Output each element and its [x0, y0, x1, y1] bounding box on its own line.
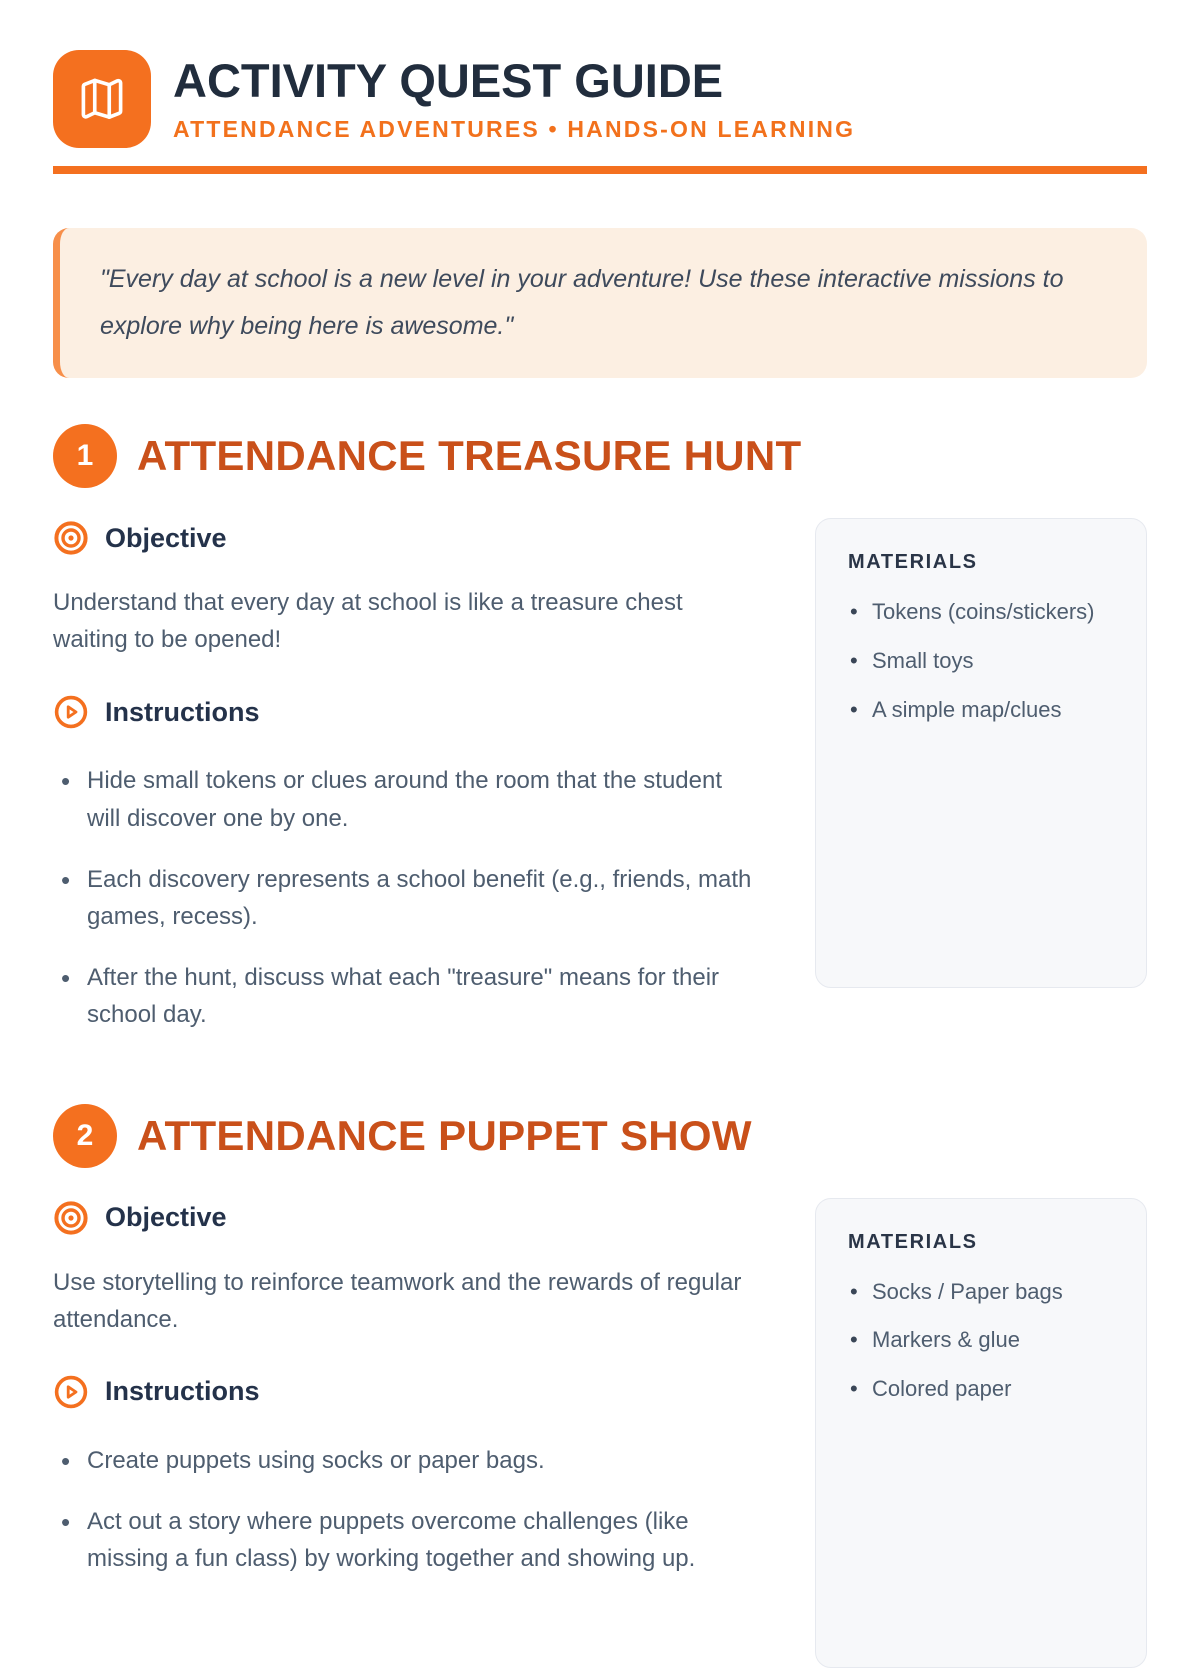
instructions-header: Instructions	[53, 692, 757, 732]
header-titles: ACTIVITY QUEST GUIDE ATTENDANCE ADVENTUR…	[173, 50, 855, 143]
material-item: Colored paper	[848, 1373, 1114, 1405]
materials-title: MATERIALS	[848, 551, 978, 573]
section-puppet-show: 2 ATTENDANCE PUPPET SHOW Objective Use s…	[53, 1103, 1147, 1668]
materials-card: MATERIALS Tokens (coins/stickers) Small …	[815, 518, 1147, 988]
material-item: Socks / Paper bags	[848, 1276, 1114, 1308]
materials-list: Socks / Paper bags Markers & glue Colore…	[848, 1276, 1114, 1406]
section-treasure-hunt: 1 ATTENDANCE TREASURE HUNT Objective Und…	[53, 424, 1147, 1058]
instructions-list: Create puppets using socks or paper bags…	[53, 1441, 757, 1578]
header: ACTIVITY QUEST GUIDE ATTENDANCE ADVENTUR…	[53, 50, 1147, 148]
instruction-item: After the hunt, discuss what each "treas…	[53, 958, 757, 1033]
instruction-item: Act out a story where puppets overcome c…	[53, 1502, 757, 1577]
quote-block: "Every day at school is a new level in y…	[53, 228, 1147, 378]
objective-text: Understand that every day at school is l…	[53, 589, 683, 654]
page-title: ACTIVITY QUEST GUIDE	[173, 54, 724, 107]
instructions-list: Hide small tokens or clues around the ro…	[53, 761, 757, 1033]
section-number-badge: 2	[53, 1103, 117, 1168]
play-circle-icon	[53, 1374, 89, 1410]
objective-header: Objective	[53, 518, 757, 558]
material-item: Tokens (coins/stickers)	[848, 596, 1114, 628]
instructions-header: Instructions	[53, 1372, 757, 1412]
instruction-item: Hide small tokens or clues around the ro…	[53, 761, 757, 836]
section-2-body: Objective Use storytelling to reinforce …	[53, 1197, 1147, 1668]
header-divider	[53, 166, 1147, 174]
material-item: Small toys	[848, 645, 1114, 677]
section-1-main: Objective Understand that every day at s…	[53, 518, 757, 1058]
section-title: ATTENDANCE PUPPET SHOW	[137, 1111, 752, 1159]
objective-label: Objective	[105, 1202, 227, 1232]
materials-title: MATERIALS	[848, 1230, 978, 1253]
materials-list: Tokens (coins/stickers) Small toys A sim…	[848, 596, 1114, 726]
material-item: A simple map/clues	[848, 694, 1114, 726]
instructions-label: Instructions	[105, 1376, 260, 1407]
play-circle-icon	[53, 694, 89, 730]
quote-text: "Every day at school is a new level in y…	[100, 265, 1064, 340]
section-1-header: 1 ATTENDANCE TREASURE HUNT	[53, 424, 1147, 488]
material-item: Markers & glue	[848, 1324, 1114, 1356]
map-icon	[73, 70, 131, 128]
section-title: ATTENDANCE TREASURE HUNT	[137, 432, 802, 479]
objective-label: Objective	[105, 522, 227, 553]
section-1-body: Objective Understand that every day at s…	[53, 518, 1147, 1058]
target-icon	[53, 1200, 89, 1236]
page-subtitle: ATTENDANCE ADVENTURES • HANDS-ON LEARNIN…	[173, 116, 856, 143]
section-2-main: Objective Use storytelling to reinforce …	[53, 1198, 757, 1602]
app-logo	[53, 50, 151, 148]
section-2-header: 2 ATTENDANCE PUPPET SHOW	[53, 1103, 1147, 1168]
section-number-badge: 1	[53, 424, 117, 488]
instructions-label: Instructions	[105, 696, 260, 727]
target-icon	[53, 520, 89, 556]
instruction-item: Create puppets using socks or paper bags…	[53, 1441, 757, 1482]
materials-card: MATERIALS Socks / Paper bags Markers & g…	[815, 1197, 1147, 1668]
instruction-item: Each discovery represents a school benef…	[53, 860, 757, 935]
objective-text: Use storytelling to reinforce teamwork a…	[53, 1268, 742, 1333]
objective-header: Objective	[53, 1198, 757, 1238]
